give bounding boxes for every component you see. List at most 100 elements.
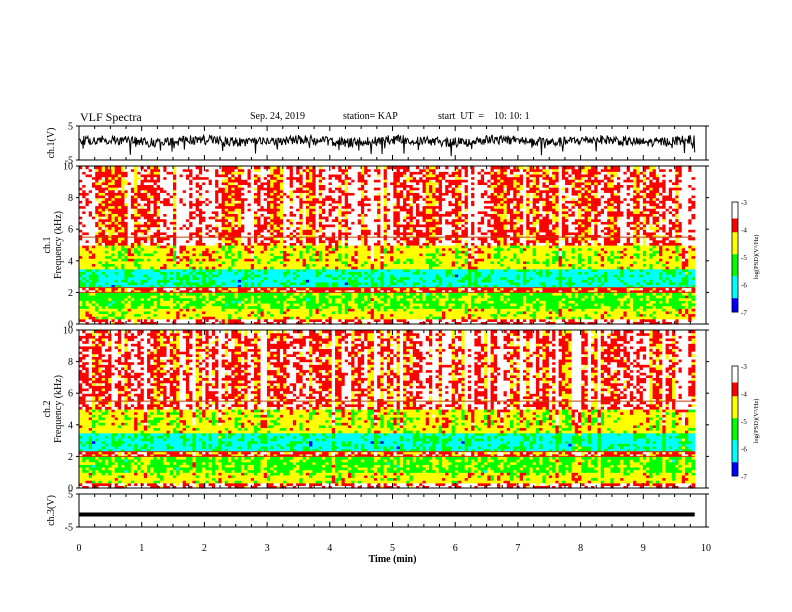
spectrogram-cell [548, 302, 553, 307]
spectrogram-cell [338, 316, 343, 320]
spectrogram-cell [454, 318, 459, 322]
spectrogram-cell [675, 321, 680, 325]
spectrogram-cell [487, 318, 492, 322]
spectrogram-cell [299, 308, 304, 312]
spectrogram-cell [659, 308, 663, 312]
spectrogram-cell [179, 305, 184, 309]
spectrogram-cell [445, 316, 450, 320]
spectrogram-cell [506, 305, 511, 309]
spectrogram-cell [318, 302, 323, 307]
spectrogram-cell [166, 310, 171, 315]
spectrogram-cell [448, 316, 453, 320]
spectrogram-cell [228, 302, 232, 307]
spectrogram-cell [441, 300, 446, 304]
spectrogram-cell [422, 305, 427, 309]
spectrogram-cell [341, 308, 346, 312]
spectrogram-cell [535, 308, 540, 312]
spectrogram-cell [111, 310, 116, 315]
spectrogram-cell [403, 302, 407, 307]
spectrogram-cell [380, 316, 385, 320]
spectrogram-cell [587, 310, 592, 315]
spectrogram-cell [467, 305, 472, 309]
spectrogram-cell [454, 302, 459, 307]
spectrogram-cell [490, 310, 495, 315]
spectrogram-cell [160, 316, 164, 320]
spectrogram-cell [513, 316, 518, 320]
spectrogram-cell [377, 318, 381, 322]
spectrogram-cell [399, 318, 404, 322]
spectrogram-cell [441, 302, 446, 307]
spectrogram-cell [221, 318, 226, 322]
spectrogram-cell [250, 310, 255, 315]
spectrogram-cell [610, 316, 615, 320]
spectrogram-cell [312, 318, 317, 322]
spectrogram-cell [649, 321, 654, 325]
spectrogram-cell [448, 321, 453, 325]
spectrogram-cell [675, 305, 680, 309]
spectrogram-cell [516, 316, 521, 320]
spectrogram-cell [594, 316, 599, 320]
spectrogram-cell [104, 305, 109, 309]
spectrogram-cell [305, 310, 310, 315]
spectrogram-cell [218, 316, 223, 320]
spectrogram-cell [626, 318, 631, 322]
spectrogram-cell [121, 313, 125, 317]
spectrogram-cell [169, 321, 174, 325]
spectrogram-cell [205, 318, 210, 322]
spectrogram-cell [665, 310, 670, 315]
spectrogram-cell [241, 302, 245, 307]
spectrogram-cell [513, 318, 518, 322]
spectrogram-cell [247, 302, 252, 307]
spectrogram-cell [646, 302, 650, 307]
spectrogram-cell [445, 308, 450, 312]
spectrogram-cell [422, 302, 427, 307]
spectrogram-cell [179, 313, 184, 317]
spectrogram-cell [448, 305, 453, 309]
spectrogram-cell [292, 310, 297, 315]
spectrogram-cell [160, 310, 164, 315]
spectrogram-cell [565, 305, 569, 309]
spectrogram-cell [160, 302, 164, 307]
spectrogram-cell [565, 316, 569, 320]
spectrogram-cell [315, 316, 320, 320]
spectrogram-cell [610, 308, 615, 312]
spectrogram-cell [633, 305, 637, 309]
spectrogram-cell [597, 302, 602, 307]
spectrogram-cell [480, 305, 485, 309]
spectrogram-cell [208, 313, 213, 317]
spectrogram-cell [503, 302, 508, 307]
spectrogram-cell [250, 321, 255, 325]
spectrogram-cell [231, 316, 236, 320]
spectrogram-cell [574, 310, 579, 315]
spectrogram-cell [487, 316, 492, 320]
spectrogram-cell [286, 316, 291, 320]
spectrogram-cell [292, 313, 297, 317]
spectrogram-cell [526, 318, 531, 322]
spectrogram-cell [526, 302, 531, 307]
spectrogram-cell [176, 321, 181, 325]
spectrogram-cell [451, 310, 456, 315]
spectrogram-cell [260, 313, 265, 317]
spectrogram-cell [461, 318, 466, 322]
spectrogram-cell [620, 313, 625, 317]
spectrogram-cell [163, 310, 168, 315]
spectrogram-cell [393, 318, 398, 322]
spectrogram-cell [565, 318, 569, 322]
spectrogram-cell [467, 313, 472, 317]
spectrogram-cell [241, 321, 245, 325]
spectrogram-cell [616, 310, 621, 315]
spectrogram-cell [477, 305, 482, 309]
spectrogram-cell [208, 302, 213, 307]
spectrogram-cell [250, 302, 255, 307]
spectrogram-cell [461, 308, 466, 312]
spectrogram-cell [91, 313, 96, 317]
spectrogram-cell [675, 302, 680, 307]
spectrogram-cell [565, 310, 569, 315]
spectrogram-cell [101, 316, 106, 320]
spectrogram-cell [338, 313, 343, 317]
spectrogram-cell [364, 302, 369, 307]
spectrogram-cell [124, 308, 129, 312]
spectrogram-cell [231, 321, 236, 325]
spectrogram-cell [649, 313, 654, 317]
spectrogram-cell [467, 300, 472, 304]
